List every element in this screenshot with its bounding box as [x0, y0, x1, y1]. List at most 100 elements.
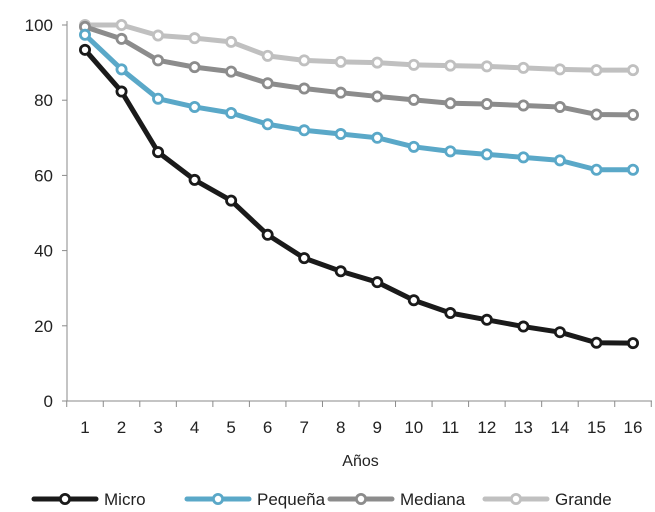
x-tick-label: 15 [587, 418, 606, 437]
data-point [334, 128, 347, 141]
data-point [225, 194, 238, 207]
legend-label: Micro [104, 490, 146, 509]
data-point [590, 108, 603, 121]
data-point [627, 64, 640, 77]
data-point [553, 63, 566, 76]
data-point [298, 54, 311, 67]
legend-swatch-marker [354, 492, 367, 505]
x-tick-label: 9 [373, 418, 382, 437]
data-point [261, 118, 274, 131]
x-tick-label: 11 [442, 418, 460, 437]
data-point [517, 320, 530, 333]
y-tick-label: 40 [34, 242, 53, 261]
data-point [79, 28, 92, 41]
legend-label: Pequeña [257, 490, 326, 509]
x-tick-label: 4 [190, 418, 199, 437]
legend-swatch-marker [59, 492, 72, 505]
data-point [480, 313, 493, 326]
data-point [407, 58, 420, 71]
x-tick-label: 3 [153, 418, 162, 437]
data-point [371, 276, 384, 289]
data-point [517, 61, 530, 74]
data-point [444, 145, 457, 158]
data-point [444, 97, 457, 110]
data-point [225, 65, 238, 78]
series-mediana [79, 20, 640, 121]
legend-swatch-marker [211, 492, 224, 505]
data-point [480, 60, 493, 73]
x-tick-label: 10 [404, 418, 423, 437]
data-point [371, 90, 384, 103]
x-tick-label: 7 [299, 418, 308, 437]
legend-label: Mediana [400, 490, 466, 509]
x-tick-label: 14 [550, 418, 569, 437]
series-line [82, 24, 636, 118]
data-point [590, 336, 603, 349]
data-point [407, 294, 420, 307]
legend: Micro Pequeña Mediana Grande [31, 490, 612, 509]
data-point [115, 85, 128, 98]
data-point [115, 18, 128, 31]
data-point [188, 100, 201, 113]
x-axis-title: Años [342, 453, 378, 470]
data-point [188, 173, 201, 186]
x-tick-label: 12 [477, 418, 496, 437]
legend-label: Grande [555, 490, 612, 509]
data-point [334, 55, 347, 68]
data-point [553, 154, 566, 167]
data-point [261, 49, 274, 62]
data-point [79, 43, 92, 56]
data-point [225, 35, 238, 48]
data-point [152, 146, 165, 159]
legend-item-pequeña: Pequeña [184, 490, 326, 509]
data-point [261, 228, 274, 241]
series-line [82, 47, 636, 346]
data-point [152, 29, 165, 42]
data-point [627, 108, 640, 121]
data-point [371, 131, 384, 144]
series-group [79, 18, 640, 350]
data-point [152, 54, 165, 67]
data-point [590, 64, 603, 77]
series-grande [79, 18, 640, 77]
data-point [334, 86, 347, 99]
series-line [82, 32, 636, 173]
data-point [261, 77, 274, 90]
legend-swatch-marker [509, 492, 522, 505]
data-point [480, 97, 493, 110]
data-point [590, 163, 603, 176]
data-point [152, 92, 165, 105]
y-tick-label: 60 [34, 166, 53, 185]
legend-item-micro: Micro [31, 490, 146, 509]
data-point [553, 326, 566, 339]
y-tick-label: 100 [25, 16, 53, 35]
data-point [298, 252, 311, 265]
legend-item-grande: Grande [482, 490, 612, 509]
data-point [407, 93, 420, 106]
series-pequeña [79, 28, 640, 176]
data-point [188, 61, 201, 74]
data-point [553, 100, 566, 113]
data-point [517, 99, 530, 112]
y-tick-label: 0 [44, 392, 53, 411]
data-point [480, 148, 493, 161]
data-point [627, 163, 640, 176]
data-point [371, 56, 384, 69]
y-tick-label: 80 [34, 91, 53, 110]
data-point [444, 59, 457, 72]
data-point [334, 265, 347, 278]
series-line [82, 22, 636, 73]
legend-item-mediana: Mediana [327, 490, 466, 509]
x-tick-label: 16 [624, 418, 643, 437]
data-point [115, 63, 128, 76]
data-point [444, 307, 457, 320]
x-tick-label: 2 [117, 418, 126, 437]
data-point [517, 151, 530, 164]
x-tick-label: 13 [514, 418, 533, 437]
data-point [188, 32, 201, 45]
data-point [407, 140, 420, 153]
x-tick-label: 6 [263, 418, 272, 437]
data-point [627, 337, 640, 350]
